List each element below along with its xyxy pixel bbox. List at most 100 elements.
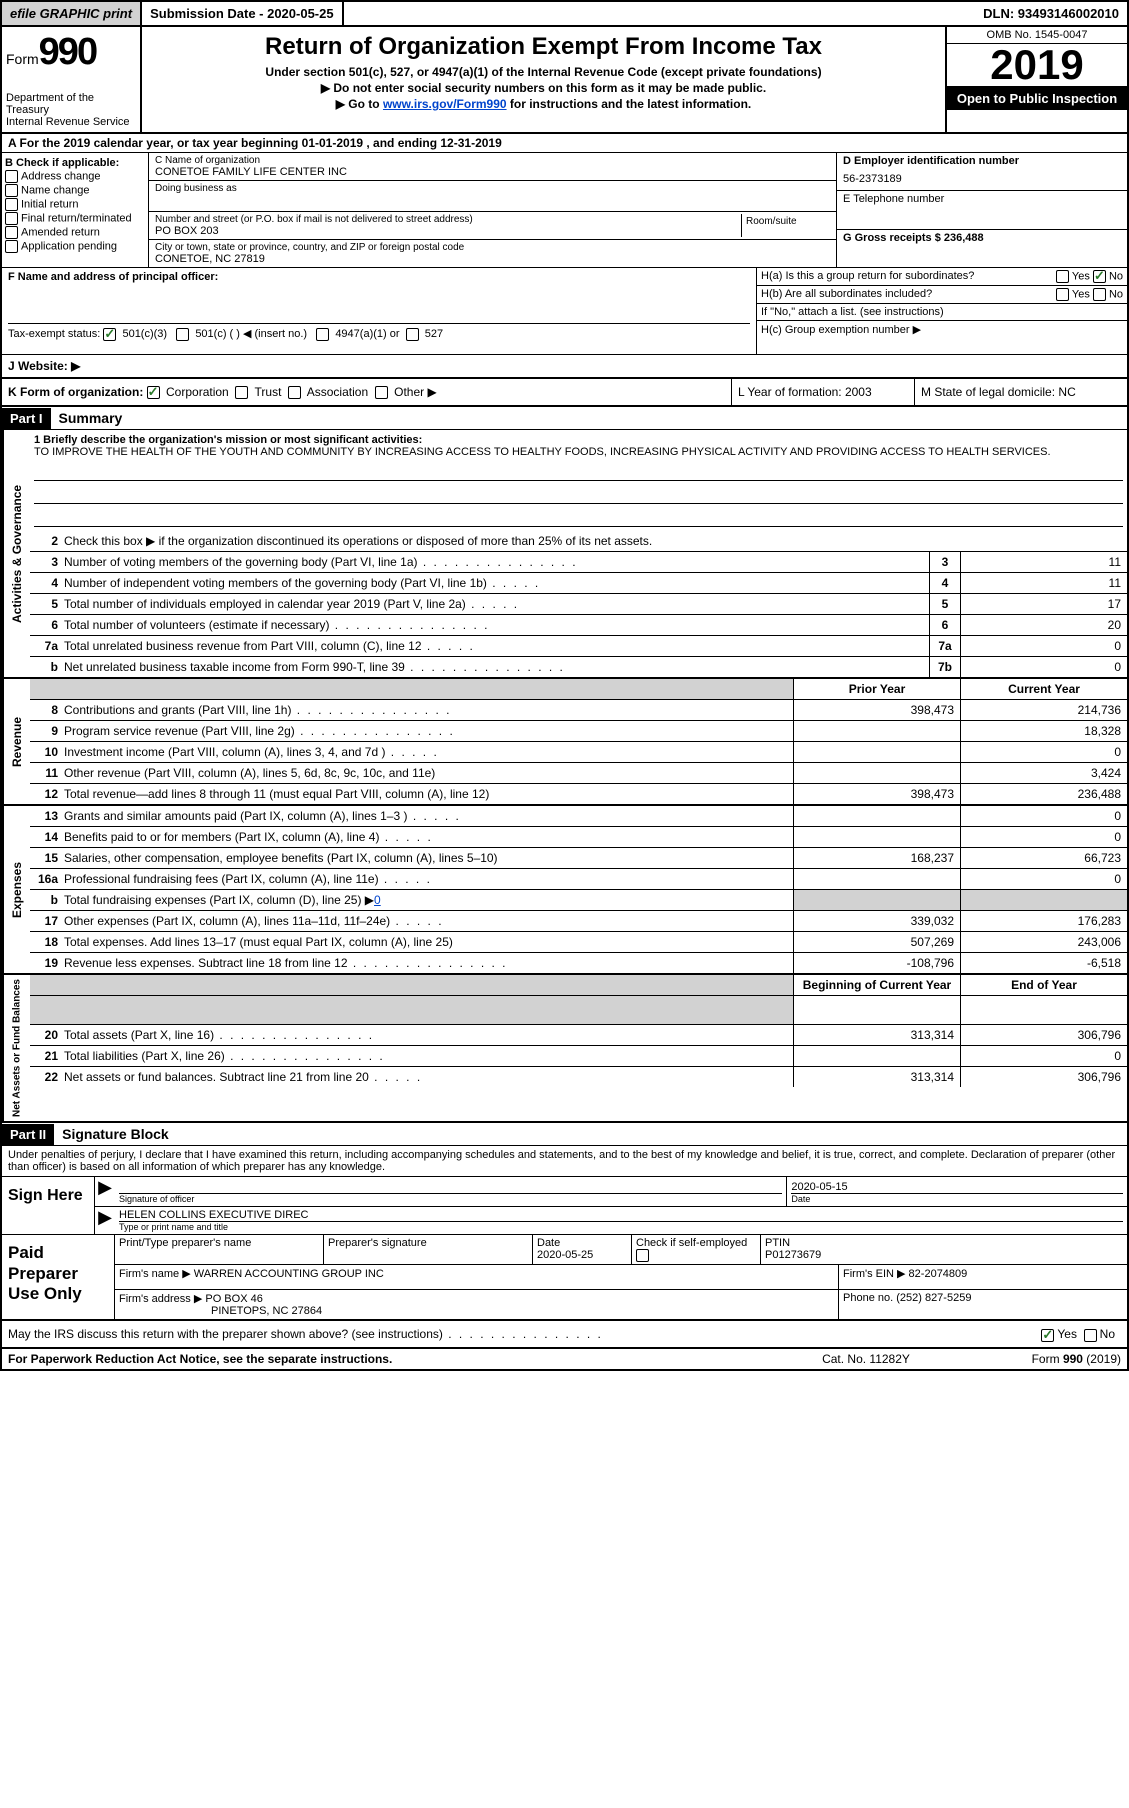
chk-discuss-yes[interactable] [1041, 1329, 1054, 1342]
prior-21 [793, 1046, 960, 1066]
firm-name: Firm's name ▶ WARREN ACCOUNTING GROUP IN… [115, 1265, 839, 1289]
chk-other[interactable] [375, 386, 388, 399]
chk-hb-no[interactable] [1093, 288, 1106, 301]
prior-9 [793, 721, 960, 741]
line-12: Total revenue—add lines 8 through 11 (mu… [64, 785, 793, 803]
sig-date-label: Date [791, 1193, 1123, 1204]
sign-here-label: Sign Here [2, 1177, 95, 1234]
chk-discuss-no[interactable] [1084, 1329, 1097, 1342]
chk-name[interactable] [5, 184, 18, 197]
subtitle-1: Under section 501(c), 527, or 4947(a)(1)… [152, 65, 935, 79]
efile-label[interactable]: efile GRAPHIC print [2, 2, 142, 25]
prior-14 [793, 827, 960, 847]
line-10: Investment income (Part VIII, column (A)… [64, 743, 793, 761]
year-formation: L Year of formation: 2003 [731, 379, 914, 405]
curr-19: -6,518 [960, 953, 1127, 973]
mission-text: TO IMPROVE THE HEALTH OF THE YOUTH AND C… [34, 446, 1123, 458]
firm-ein: Firm's EIN ▶ 82-2074809 [839, 1265, 1127, 1289]
prep-date-label: Date [537, 1237, 627, 1249]
phone-label: E Telephone number [843, 193, 1121, 205]
line-7a: Total unrelated business revenue from Pa… [64, 637, 929, 655]
ein-label: D Employer identification number [843, 155, 1121, 167]
top-bar: efile GRAPHIC print Submission Date - 20… [2, 2, 1127, 27]
line-3: Number of voting members of the governin… [64, 553, 929, 571]
line-16a: Professional fundraising fees (Part IX, … [64, 870, 793, 888]
chk-initial[interactable] [5, 198, 18, 211]
curr-17: 176,283 [960, 911, 1127, 931]
cat-no: Cat. No. 11282Y [791, 1352, 941, 1366]
chk-amended[interactable] [5, 226, 18, 239]
org-name: CONETOE FAMILY LIFE CENTER INC [155, 166, 830, 178]
chk-corp[interactable] [147, 386, 160, 399]
chk-527[interactable] [406, 328, 419, 341]
chk-trust[interactable] [235, 386, 248, 399]
activities-label: Activities & Governance [2, 430, 30, 677]
prior-16a [793, 869, 960, 889]
part2-title: Signature Block [54, 1123, 177, 1145]
chk-self-employed[interactable] [636, 1249, 649, 1262]
form-footer: Form 990 (2019) [941, 1352, 1121, 1366]
street-value: PO BOX 203 [155, 225, 741, 237]
hc-label: H(c) Group exemption number ▶ [761, 323, 921, 336]
fundraising-link[interactable]: 0 [374, 893, 381, 907]
line-20: Total assets (Part X, line 16) [64, 1026, 793, 1044]
line-6: Total number of volunteers (estimate if … [64, 616, 929, 634]
val-5: 17 [960, 594, 1127, 614]
curr-16a: 0 [960, 869, 1127, 889]
dln: DLN: 93493146002010 [975, 2, 1127, 25]
line-18: Total expenses. Add lines 13–17 (must eq… [64, 933, 793, 951]
chk-501c[interactable] [176, 328, 189, 341]
chk-501c3[interactable] [103, 328, 116, 341]
prep-sig-label: Preparer's signature [324, 1235, 533, 1264]
part1-title: Summary [51, 407, 131, 429]
website-label: J Website: ▶ [8, 359, 80, 373]
form-id-block: Form990 Department of the Treasury Inter… [2, 27, 142, 132]
curr-14: 0 [960, 827, 1127, 847]
prior-22: 313,314 [793, 1067, 960, 1087]
tax-year: 2019 [947, 44, 1127, 87]
section-b-label: B Check if applicable: [5, 157, 145, 169]
val-4: 11 [960, 573, 1127, 593]
chk-final[interactable] [5, 212, 18, 225]
period-row: A For the 2019 calendar year, or tax yea… [2, 134, 1127, 153]
arrow-icon: ▶ [95, 1207, 115, 1234]
begin-year-header: Beginning of Current Year [793, 975, 960, 995]
curr-21: 0 [960, 1046, 1127, 1066]
addk-address[interactable] [5, 170, 18, 183]
prior-8: 398,473 [793, 700, 960, 720]
dba-label: Doing business as [155, 183, 830, 194]
prior-20: 313,314 [793, 1025, 960, 1045]
chk-ha-yes[interactable] [1056, 270, 1069, 283]
city-label: City or town, state or province, country… [155, 242, 830, 253]
line-4: Number of independent voting members of … [64, 574, 929, 592]
right-col: D Employer identification number 56-2373… [836, 153, 1127, 267]
val-3: 11 [960, 552, 1127, 572]
curr-11: 3,424 [960, 763, 1127, 783]
chk-4947[interactable] [316, 328, 329, 341]
receipts-label: G Gross receipts $ 236,488 [843, 232, 1121, 244]
form-title: Return of Organization Exempt From Incom… [152, 33, 935, 61]
ein-value: 56-2373189 [843, 173, 1121, 185]
curr-15: 66,723 [960, 848, 1127, 868]
val-7a: 0 [960, 636, 1127, 656]
line-13: Grants and similar amounts paid (Part IX… [64, 807, 793, 825]
revenue-label: Revenue [2, 679, 30, 804]
chk-ha-no[interactable] [1093, 270, 1106, 283]
prep-name-label: Print/Type preparer's name [115, 1235, 324, 1264]
chk-hb-yes[interactable] [1056, 288, 1069, 301]
curr-18: 243,006 [960, 932, 1127, 952]
instructions-link[interactable]: www.irs.gov/Form990 [383, 97, 507, 111]
line-16b: Total fundraising expenses (Part IX, col… [64, 891, 793, 909]
chk-app[interactable] [5, 240, 18, 253]
officer-label: F Name and address of principal officer: [8, 271, 218, 283]
subtitle-2: ▶ Do not enter social security numbers o… [152, 81, 935, 95]
sig-date-value: 2020-05-15 [791, 1181, 1123, 1193]
chk-assoc[interactable] [288, 386, 301, 399]
sig-of-officer: Signature of officer [119, 1193, 782, 1204]
curr-20: 306,796 [960, 1025, 1127, 1045]
tax-status-label: Tax-exempt status: [8, 328, 100, 340]
line-9: Program service revenue (Part VIII, line… [64, 722, 793, 740]
firm-addr1: Firm's address ▶ PO BOX 46 [119, 1292, 834, 1305]
paperwork-notice: For Paperwork Reduction Act Notice, see … [8, 1352, 791, 1366]
hb-label: H(b) Are all subordinates included? [761, 288, 1056, 301]
